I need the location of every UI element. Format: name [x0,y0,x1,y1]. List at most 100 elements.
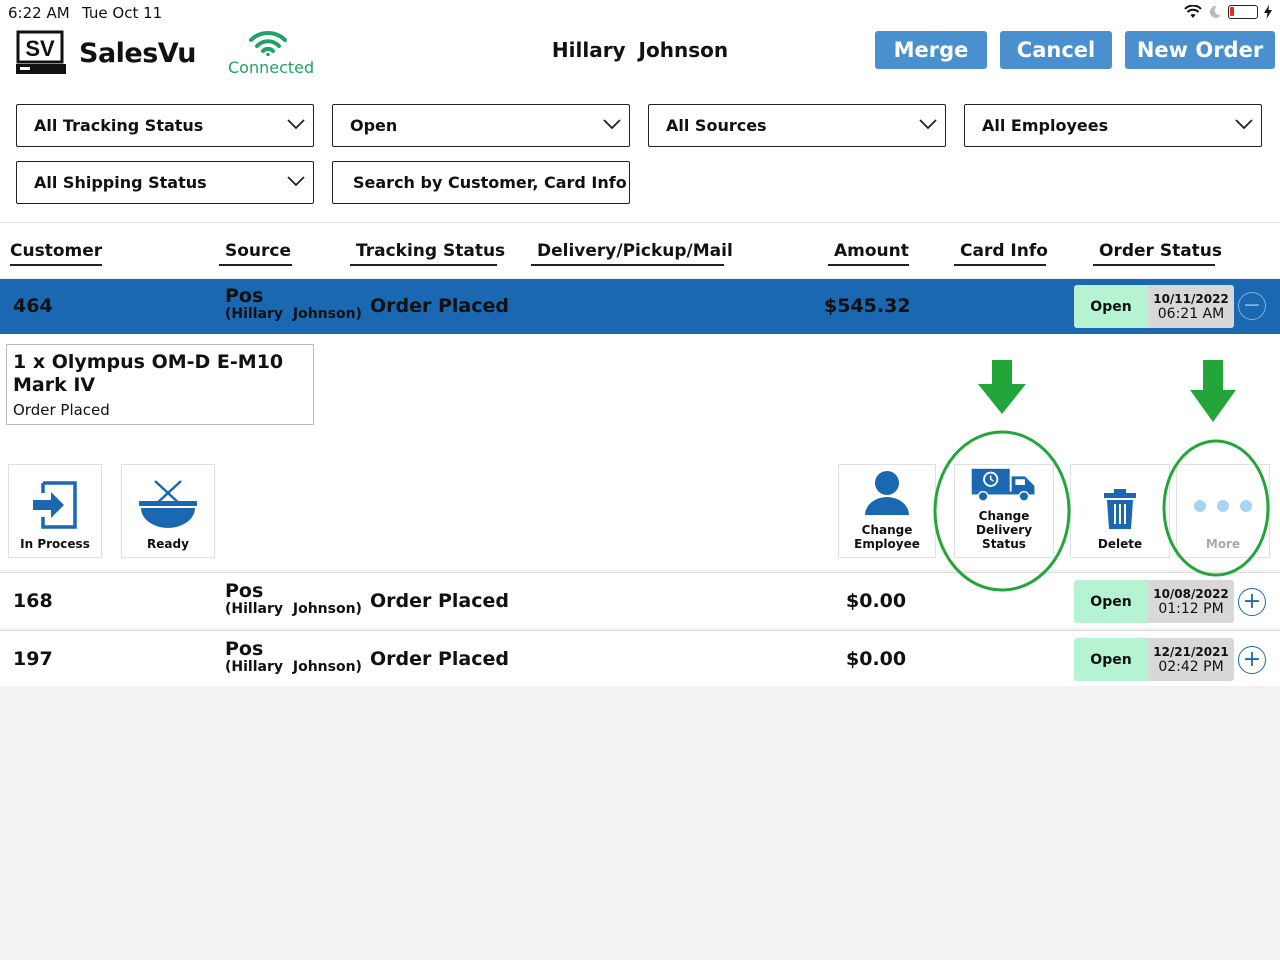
plus-circle-icon: + [1242,589,1262,614]
status-label: Open [1074,285,1148,328]
minus-circle-icon: − [1242,293,1262,318]
sources-value: All Sources [666,116,767,135]
in-process-button[interactable]: In Process [8,464,102,558]
customer-name: Hillary Johnson [551,38,729,62]
source-customer: (Hillary Johnson) [225,601,362,617]
status-time: 02:42 PM [1158,658,1224,675]
table-row[interactable]: 197 Pos (Hillary Johnson) Order Placed $… [0,630,1280,686]
salesvu-logo: SV [16,30,66,74]
shipping-status-dropdown[interactable]: All Shipping Status [16,161,314,204]
tracking-status-dropdown[interactable]: All Tracking Status [16,104,314,147]
status-bar: 6:22 AM Tue Oct 11 [0,0,1280,26]
status-datetime: 10/08/2022 01:12 PM [1148,580,1234,623]
item-status: Order Placed [13,401,110,419]
plus-circle-icon: + [1242,647,1262,672]
open-status-value: Open [350,116,398,135]
source-name: Pos [225,285,264,307]
open-status-dropdown[interactable]: Open [332,104,630,147]
search-placeholder: Search by Customer, Card Info [353,173,627,192]
col-card-info[interactable]: Card Info [954,241,1048,266]
status-time: 06:21 AM [1157,305,1225,322]
col-source[interactable]: Source [219,241,292,266]
status-date: 10/11/2022 [1153,291,1229,306]
tracking-status: Order Placed [370,295,510,317]
ready-label: Ready [147,537,189,551]
change-delivery-status-button[interactable]: Change Delivery Status [954,464,1054,558]
tracking-status: Order Placed [370,648,510,670]
source-name: Pos [225,638,264,660]
svg-text:SV: SV [25,36,55,61]
wifi-icon [1184,5,1202,18]
delivery-truck-icon [971,468,1035,502]
bowl-icon [139,480,197,528]
status-date: Tue Oct 11 [82,4,163,22]
col-customer[interactable]: Customer [10,241,102,266]
more-dots-icon [1194,500,1252,512]
order-status-badge: Open 10/11/2022 06:21 AM [1074,285,1234,328]
ready-button[interactable]: Ready [121,464,215,558]
order-amount: $0.00 [846,590,907,612]
status-date: 10/08/2022 [1153,586,1229,601]
person-icon [865,471,909,515]
source-name: Pos [225,580,264,602]
tracking-status: Order Placed [370,590,510,612]
chevron-down-icon [603,119,621,130]
in-process-label: In Process [20,537,90,551]
change-employee-label: Change Employee [854,523,920,551]
merge-button[interactable]: Merge [875,31,987,69]
employees-value: All Employees [982,116,1109,135]
system-icons [1184,5,1272,19]
cancel-button[interactable]: Cancel [1000,31,1112,69]
order-source: Pos (Hillary Johnson) [225,581,362,617]
chevron-down-icon [287,176,305,187]
source-customer: (Hillary Johnson) [225,306,362,322]
order-id: 197 [13,648,53,670]
col-order-status[interactable]: Order Status [1093,241,1222,266]
col-amount[interactable]: Amount [828,241,909,266]
table-row[interactable]: 464 Pos (Hillary Johnson) Order Placed $… [0,279,1280,334]
trash-icon [1104,489,1136,529]
wifi-icon [249,30,287,56]
order-id: 168 [13,590,53,612]
shipping-status-value: All Shipping Status [34,173,207,192]
chevron-down-icon [919,119,937,130]
status-time: 01:12 PM [1158,600,1224,617]
chevron-down-icon [287,119,305,130]
order-source: Pos (Hillary Johnson) [225,639,362,675]
more-button[interactable]: More [1176,464,1270,558]
sources-dropdown[interactable]: All Sources [648,104,946,147]
connection-label: Connected [228,58,315,77]
col-delivery[interactable]: Delivery/Pickup/Mail [531,241,733,266]
employees-dropdown[interactable]: All Employees [964,104,1262,147]
expand-button[interactable]: + [1238,646,1266,674]
status-datetime: 10/11/2022 06:21 AM [1148,285,1234,328]
order-amount: $545.32 [824,295,911,317]
order-item-card: 1 x Olympus OM-D E-M10 Mark IV Order Pla… [6,344,314,425]
change-employee-button[interactable]: Change Employee [838,464,936,558]
moon-icon [1209,5,1221,18]
app-header: SV SalesVu Connected Hillary Johnson Mer… [0,26,1280,90]
enter-arrow-icon [33,481,77,529]
delete-button[interactable]: Delete [1070,464,1170,558]
col-tracking-status[interactable]: Tracking Status [350,241,505,266]
new-order-button[interactable]: New Order [1125,31,1275,69]
collapse-button[interactable]: − [1238,292,1266,320]
order-source: Pos (Hillary Johnson) [225,286,362,322]
search-input[interactable]: Search by Customer, Card Info [332,161,630,204]
order-status-badge: Open 12/21/2021 02:42 PM [1074,638,1234,681]
source-customer: (Hillary Johnson) [225,659,362,675]
status-label: Open [1074,638,1148,681]
table-row[interactable]: 168 Pos (Hillary Johnson) Order Placed $… [0,572,1280,628]
status-date: 12/21/2021 [1153,644,1229,659]
tracking-status-value: All Tracking Status [34,116,204,135]
status-time: 6:22 AM [8,4,70,22]
expand-button[interactable]: + [1238,588,1266,616]
more-label: More [1205,537,1241,551]
filter-panel: All Tracking Status Open All Sources All… [0,90,1280,222]
delete-label: Delete [1097,537,1143,551]
chevron-down-icon [1235,119,1253,130]
order-amount: $0.00 [846,648,907,670]
connection-status: Connected [228,30,314,77]
order-id: 464 [13,295,53,317]
order-details: 1 x Olympus OM-D E-M10 Mark IV Order Pla… [0,334,1280,570]
